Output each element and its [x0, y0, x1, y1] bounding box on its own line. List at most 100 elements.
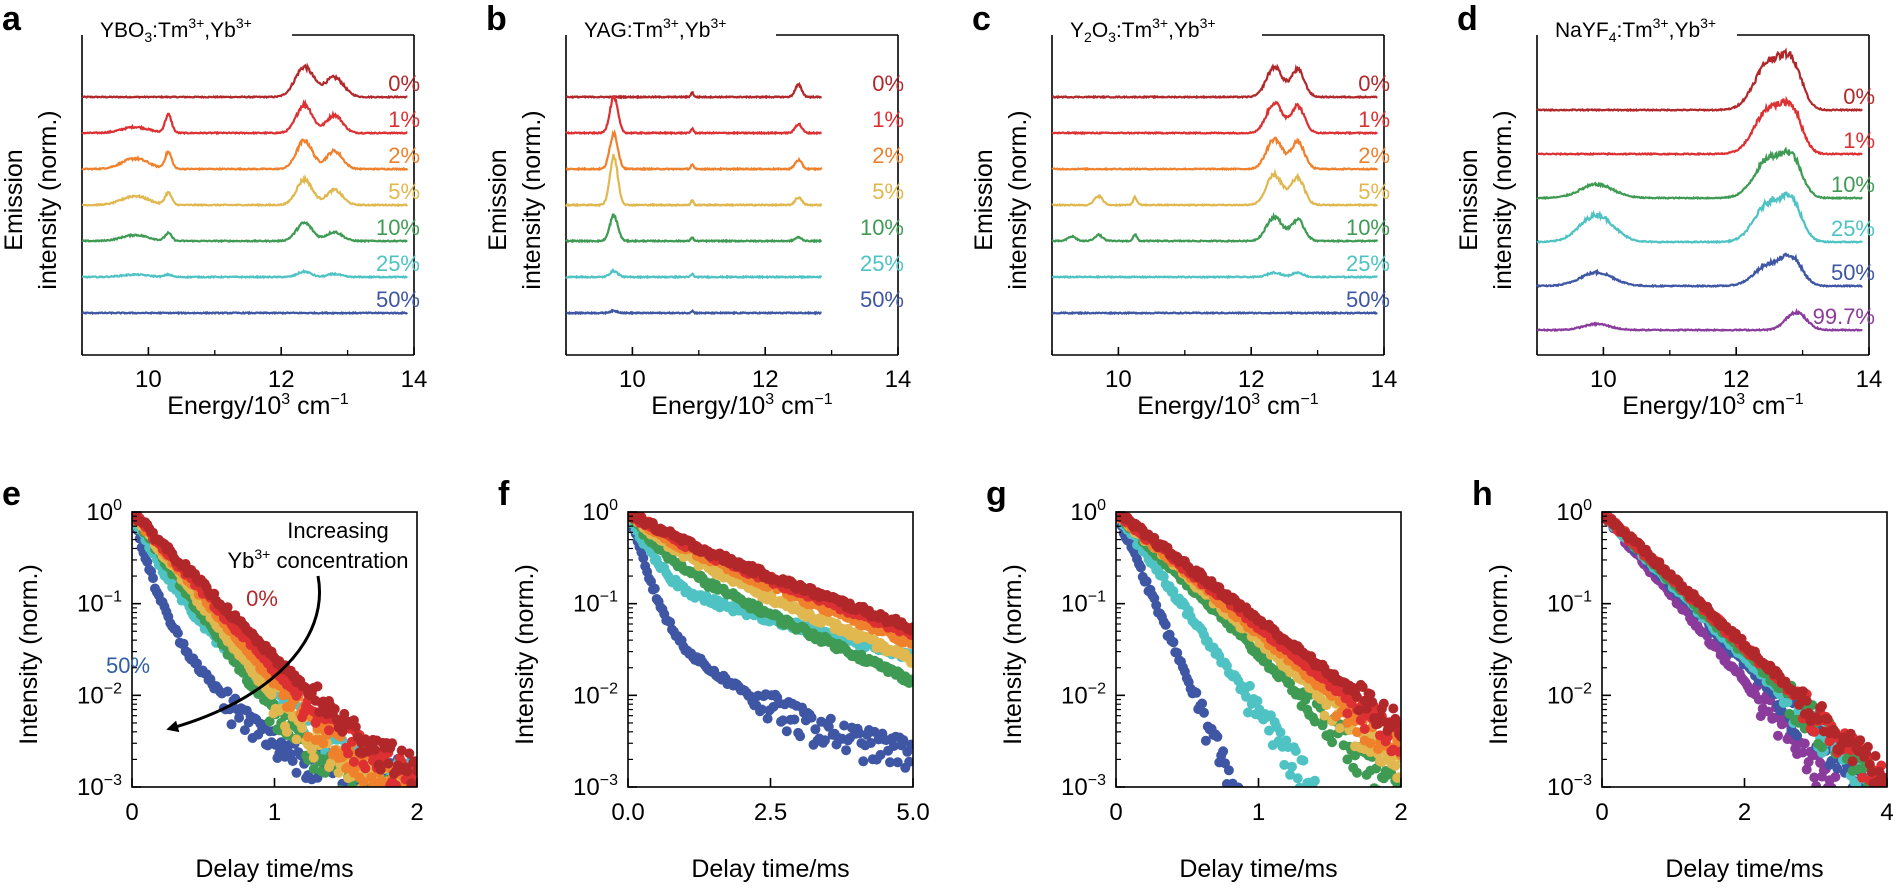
- y-tick-label: 10−3: [77, 772, 122, 801]
- spectrum-line-5pct: [565, 153, 823, 208]
- annotation-sup: 3+: [254, 546, 270, 562]
- data-point: [1365, 689, 1376, 700]
- concentration-label: 0%: [872, 71, 904, 96]
- data-point: [1845, 728, 1856, 739]
- data-point: [308, 764, 319, 774]
- concentration-label: 2%: [388, 143, 420, 168]
- spectrum-line-50pct: [1051, 310, 1378, 316]
- data-point: [222, 602, 233, 613]
- panel-letter-d: d: [1457, 0, 1478, 38]
- spectrum-line-1pct: [1051, 100, 1378, 136]
- annotation-label-50pct: 50%: [106, 653, 150, 678]
- data-point: [1365, 747, 1376, 757]
- concentration-label: 50%: [1346, 287, 1390, 312]
- x-tick-label: 14: [401, 366, 428, 393]
- y-tick-exp: −3: [600, 772, 618, 789]
- x-tick-label: 10: [619, 366, 646, 393]
- x-tick-label: 2.5: [754, 799, 787, 826]
- title-rest: :Tm: [152, 19, 188, 42]
- data-point: [1811, 781, 1822, 787]
- data-point: [806, 712, 817, 723]
- y-tick-label: 10−2: [1061, 680, 1106, 709]
- data-point: [1168, 637, 1179, 648]
- data-point: [1309, 716, 1320, 727]
- data-point: [239, 725, 250, 736]
- data-point: [1369, 783, 1380, 787]
- y-tick-label: 10−1: [573, 589, 618, 618]
- data-point: [908, 676, 913, 687]
- title-main: YAG: [584, 19, 627, 42]
- data-points: [132, 512, 417, 787]
- x-tick-label: 0: [125, 799, 138, 826]
- data-point: [1361, 703, 1372, 714]
- data-point: [1392, 782, 1401, 787]
- x-axis-label: Delay time/ms: [195, 855, 353, 883]
- data-point: [1847, 756, 1858, 767]
- y-axis-label-line1: Emission: [1455, 149, 1483, 250]
- title-main: Y: [1070, 19, 1084, 42]
- y-tick-base: 10: [1547, 591, 1574, 618]
- data-point: [1244, 680, 1255, 691]
- panel-title: YAG:Tm3+,Yb3+: [584, 15, 726, 42]
- data-point: [1654, 557, 1665, 568]
- title-sep: ,Yb: [1669, 19, 1701, 42]
- data-point: [349, 783, 359, 787]
- data-point: [1817, 701, 1827, 711]
- data-point: [1801, 695, 1812, 706]
- spectrum-line-2pct: [565, 128, 823, 172]
- x-tick-label: 14: [1856, 366, 1883, 393]
- title-sup1: 3+: [663, 15, 679, 31]
- data-point: [1352, 727, 1362, 738]
- panel-letter-e: e: [2, 475, 21, 513]
- data-point: [1792, 730, 1803, 741]
- y-tick-exp: −3: [1088, 772, 1106, 789]
- data-point: [1342, 708, 1353, 719]
- data-point: [1309, 775, 1320, 786]
- data-point: [841, 745, 852, 756]
- y-tick-label: 10−1: [1547, 589, 1592, 618]
- y-tick-base: 10: [1556, 499, 1583, 526]
- concentration-label: 0%: [1358, 71, 1390, 96]
- data-point: [1141, 576, 1152, 587]
- y-tick-label: 10−1: [77, 589, 122, 618]
- data-point: [360, 763, 371, 774]
- data-point: [1319, 710, 1330, 721]
- y-tick-base: 10: [77, 774, 104, 801]
- panel-letter-c: c: [972, 0, 991, 38]
- data-point: [291, 767, 302, 778]
- data-point: [387, 738, 398, 749]
- data-point: [839, 720, 850, 731]
- y-tick-exp: −1: [1574, 589, 1592, 606]
- xlabel-post: cm: [290, 392, 330, 420]
- data-point: [1212, 731, 1223, 742]
- y-tick-exp: −1: [600, 589, 618, 606]
- y-tick-base: 10: [1061, 774, 1088, 801]
- data-point: [1809, 726, 1820, 737]
- y-tick-base: 10: [1547, 682, 1574, 709]
- spectrum-line-10pct: [1051, 211, 1379, 244]
- x-tick-label: 10: [135, 366, 162, 393]
- y-axis-label-line2: intensity (norm.): [1004, 110, 1032, 289]
- data-point: [333, 767, 344, 778]
- data-point: [1817, 742, 1827, 753]
- annotation-concentration: concentration: [270, 548, 408, 573]
- data-point: [291, 734, 302, 745]
- title-sub: 2: [1084, 29, 1092, 45]
- y-tick-label: 100: [582, 497, 618, 526]
- series-0pct: [1602, 512, 1887, 787]
- data-point: [1773, 730, 1783, 741]
- title-sep: ,Yb: [679, 19, 711, 42]
- data-point: [638, 553, 649, 564]
- data-point: [396, 745, 407, 756]
- data-point: [148, 573, 158, 584]
- data-point: [1243, 707, 1253, 718]
- data-point: [1285, 769, 1296, 780]
- data-point: [1357, 682, 1368, 692]
- panel-letter-a: a: [2, 0, 22, 38]
- panel-letter-b: b: [486, 0, 507, 38]
- xlabel-sup: 3: [765, 391, 774, 408]
- data-point: [1830, 771, 1841, 782]
- y-tick-label: 10−1: [1061, 589, 1106, 618]
